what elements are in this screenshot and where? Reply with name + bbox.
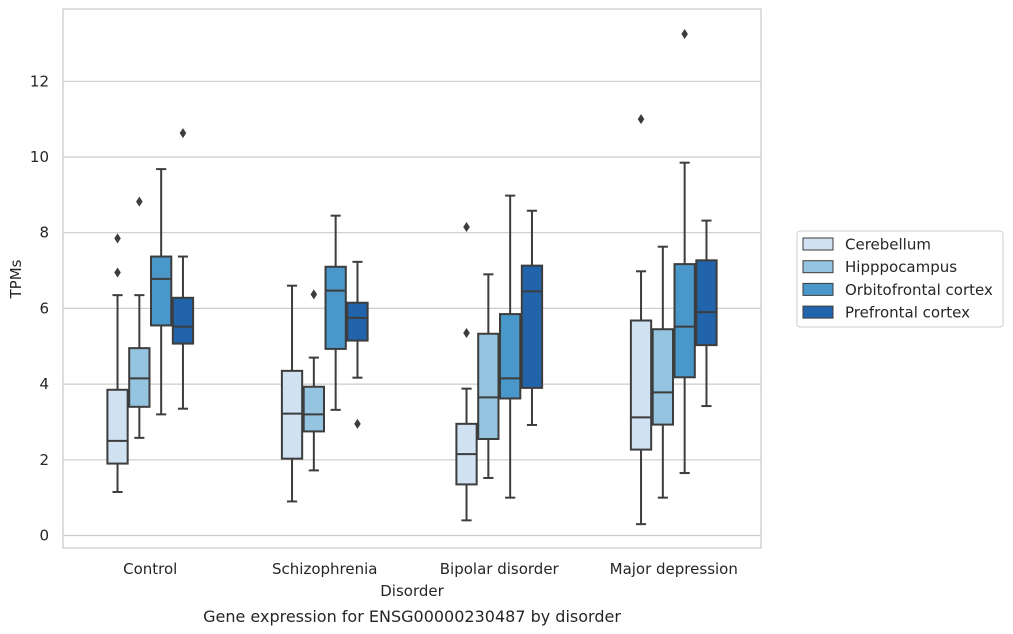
box-groups [106, 28, 718, 526]
box-schizophrenia-orbitofrontal-cortex [324, 214, 347, 411]
y-tick-label-6: 6 [39, 299, 49, 317]
x-tick-label-major-depression: Major depression [610, 560, 738, 578]
box-major-depression-hipppocampus-iqr [651, 328, 674, 426]
box-control-orbitofrontal-cortex [150, 168, 173, 416]
y-tick-label-10: 10 [30, 148, 49, 166]
box-bipolar-disorder-prefrontal-cortex [520, 209, 544, 426]
box-schizophrenia-hipppocampus-iqr [302, 385, 325, 433]
box-major-depression-orbitofrontal-cortex-outlier-0 [681, 28, 688, 39]
box-control-prefrontal-cortex [171, 128, 195, 410]
box-major-depression-prefrontal-cortex-iqr [695, 259, 718, 347]
box-bipolar-disorder-prefrontal-cortex-iqr [520, 264, 544, 389]
box-schizophrenia-cerebellum [280, 284, 304, 503]
y-axis-label: TPMs [7, 259, 25, 299]
figure-caption: Gene expression for ENSG00000230487 by d… [203, 607, 621, 626]
box-bipolar-disorder-hipppocampus-iqr [477, 332, 500, 440]
box-control-cerebellum-iqr [106, 388, 129, 465]
box-bipolar-disorder-cerebellum [455, 222, 478, 522]
box-bipolar-disorder-hipppocampus [477, 273, 500, 479]
legend-label-orbitofrontal-cortex: Orbitofrontal cortex [845, 281, 993, 299]
y-tick-label-12: 12 [30, 72, 49, 90]
y-tick-labels: 0 2 4 6 8 10 12 [30, 72, 49, 544]
x-tick-label-control: Control [123, 560, 177, 578]
y-tick-label-4: 4 [39, 375, 49, 393]
box-major-depression-orbitofrontal-cortex [673, 28, 696, 475]
box-major-depression-cerebellum-iqr [629, 319, 653, 451]
box-control-cerebellum-outlier-0 [114, 267, 121, 278]
box-schizophrenia-orbitofrontal-cortex-iqr [324, 265, 347, 350]
box-bipolar-disorder-orbitofrontal-cortex-iqr [499, 313, 522, 400]
box-schizophrenia-hipppocampus-outlier-0 [310, 289, 318, 300]
x-axis-label: Disorder [380, 582, 444, 600]
box-major-depression-cerebellum-outlier-0 [637, 114, 645, 125]
box-schizophrenia-cerebellum-iqr [280, 369, 304, 460]
legend-label-prefrontal-cortex: Prefrontal cortex [845, 304, 970, 322]
legend-swatch-prefrontal-cortex [802, 305, 834, 319]
y-tick-label-2: 2 [39, 451, 49, 469]
box-major-depression-cerebellum [629, 114, 653, 526]
box-schizophrenia-prefrontal-cortex-outlier-0 [354, 418, 361, 429]
x-tick-labels: Control Schizophrenia Bipolar disorder Majo… [123, 560, 738, 578]
box-control-hipppocampus-outlier-0 [136, 196, 143, 207]
legend-swatch-cerebellum [802, 237, 834, 251]
legend: Cerebellum Hipppocampus Orbitofrontal cort… [796, 230, 1004, 328]
box-bipolar-disorder-orbitofrontal-cortex [499, 194, 522, 499]
box-control-cerebellum [106, 233, 129, 493]
x-tick-label-schizophrenia: Schizophrenia [272, 560, 377, 578]
box-bipolar-disorder-cerebellum-outlier-1 [463, 222, 470, 233]
box-schizophrenia-prefrontal-cortex-iqr [346, 301, 369, 342]
box-control-orbitofrontal-cortex-iqr [150, 255, 173, 327]
plot-area-frame [62, 8, 762, 549]
legend-swatch-hipppocampus [802, 260, 834, 274]
box-major-depression-hipppocampus [651, 245, 674, 499]
x-tick-label-bipolar-disorder: Bipolar disorder [440, 560, 560, 578]
box-schizophrenia-hipppocampus [302, 289, 325, 472]
box-schizophrenia-prefrontal-cortex [346, 260, 369, 429]
legend-swatch-orbitofrontal-cortex [802, 282, 834, 296]
box-control-prefrontal-cortex-iqr [171, 296, 195, 345]
box-major-depression-orbitofrontal-cortex-iqr [673, 263, 696, 379]
y-tick-label-0: 0 [39, 527, 49, 545]
box-major-depression-prefrontal-cortex [695, 219, 718, 408]
y-tick-label-8: 8 [39, 224, 49, 242]
legend-label-cerebellum: Cerebellum [845, 236, 931, 254]
box-control-hipppocampus [128, 196, 151, 439]
box-control-cerebellum-outlier-1 [114, 233, 121, 244]
legend-label-hipppocampus: Hipppocampus [845, 258, 957, 276]
legend-frame [796, 230, 1004, 328]
box-control-prefrontal-cortex-outlier-0 [179, 128, 187, 139]
box-bipolar-disorder-cerebellum-outlier-0 [463, 328, 470, 339]
